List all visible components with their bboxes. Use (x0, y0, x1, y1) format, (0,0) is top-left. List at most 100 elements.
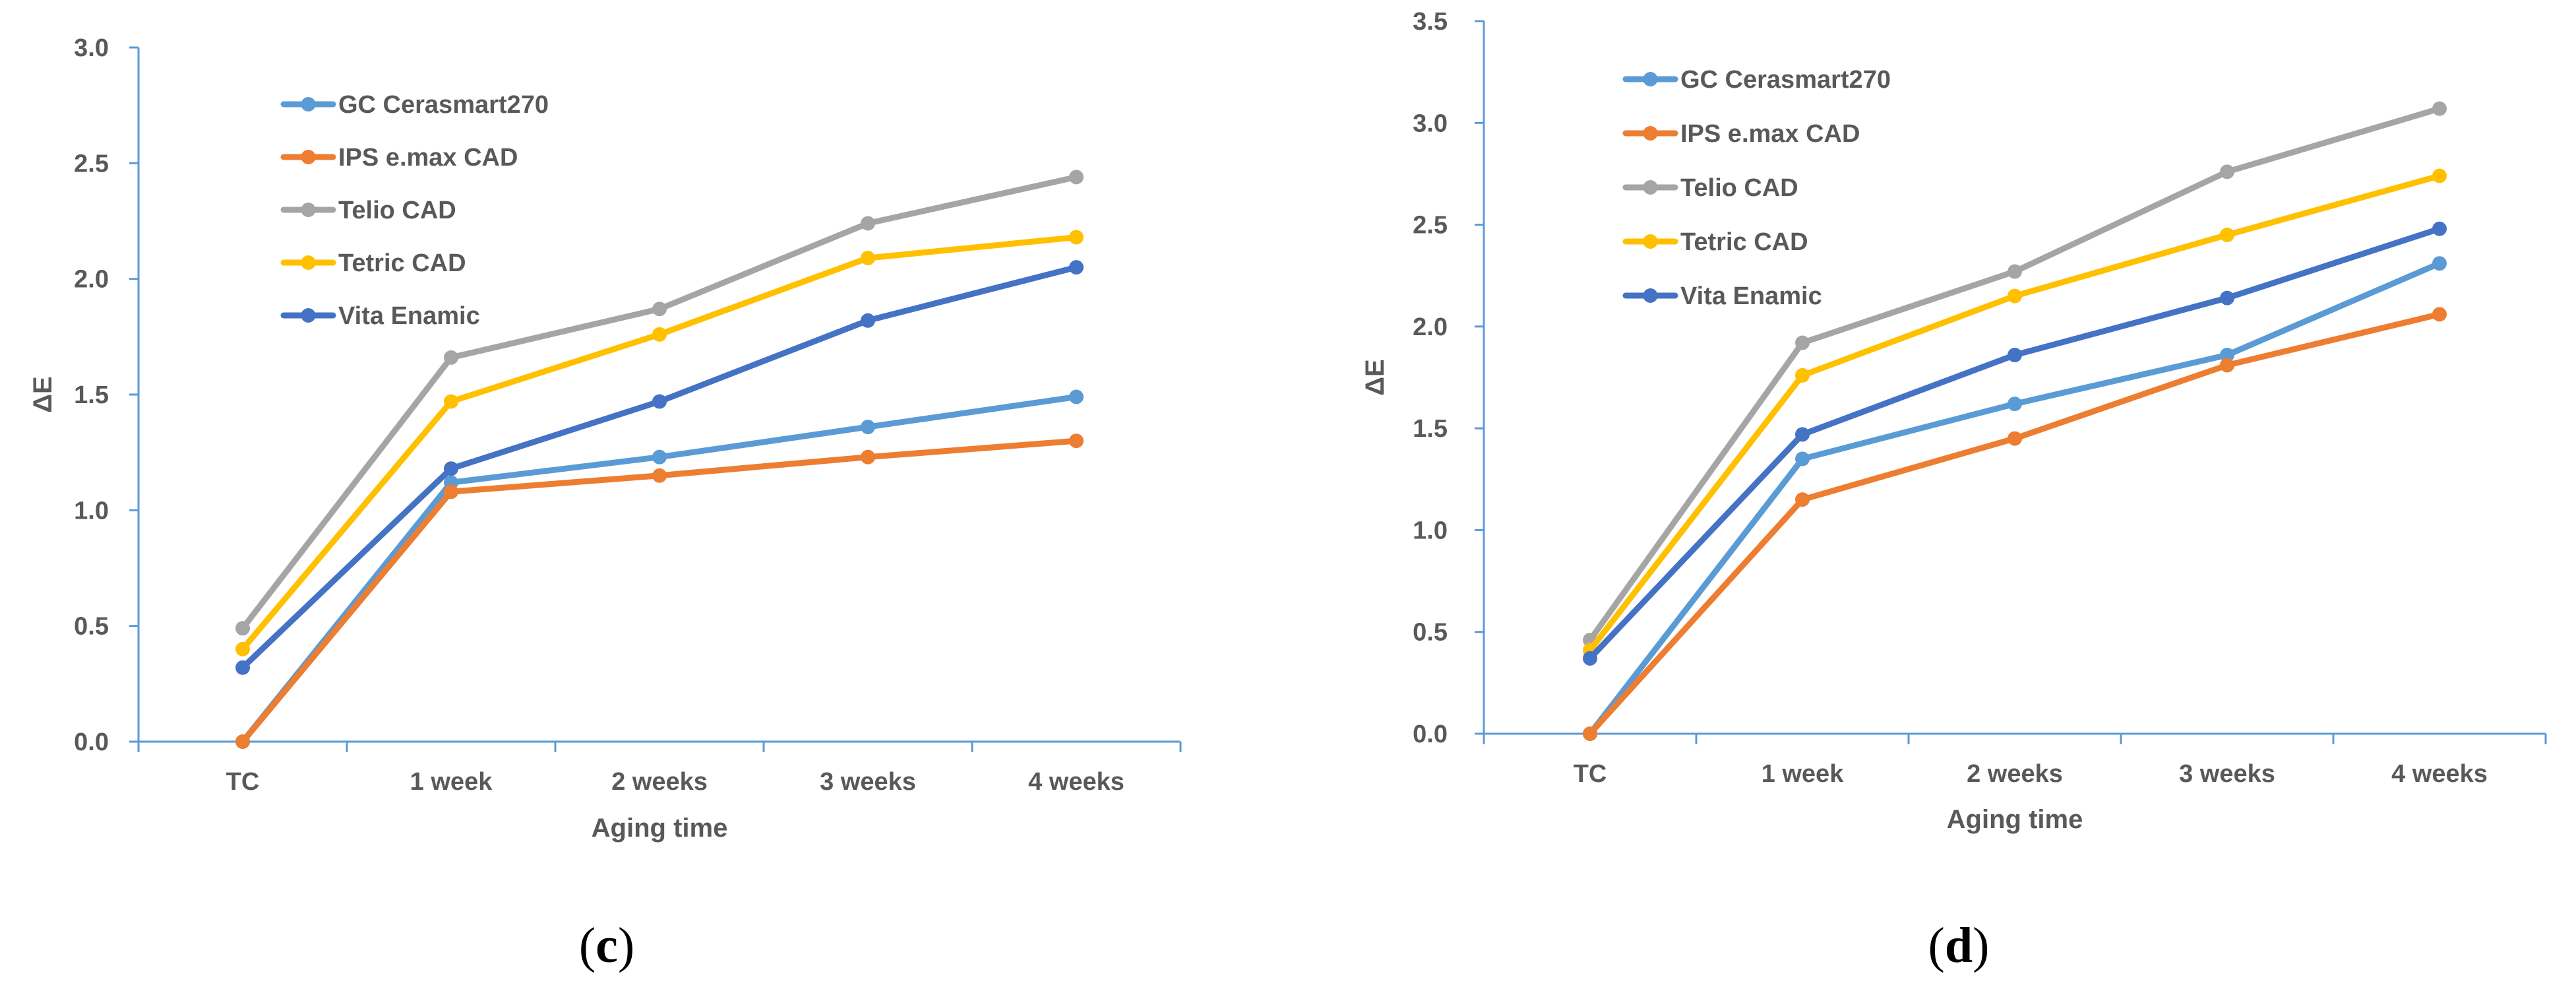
data-point (2432, 256, 2447, 271)
data-point (861, 420, 875, 435)
legend-swatch-marker (301, 150, 316, 164)
series-line (1587, 260, 2443, 737)
data-point (1069, 389, 1084, 404)
data-point (2432, 168, 2447, 183)
data-point (2220, 164, 2234, 179)
x-tick-label: TC (1574, 760, 1607, 788)
y-axis-title: ΔE (28, 376, 57, 412)
data-point (861, 449, 875, 465)
data-point (235, 621, 250, 636)
data-point (2220, 358, 2234, 373)
legend-swatch-marker (1643, 72, 1658, 86)
data-point (1069, 434, 1084, 449)
y-tick-label: 0.0 (74, 728, 109, 756)
legend-label: GC Cerasmart270 (338, 91, 549, 119)
legend-label: IPS e.max CAD (1680, 120, 1860, 148)
data-point (444, 484, 458, 499)
data-point (2220, 348, 2234, 363)
data-point (1795, 335, 1810, 350)
legend-swatch-marker (1643, 126, 1658, 141)
legend-label: Telio CAD (338, 197, 456, 224)
x-tick-label: 2 weeks (1967, 760, 2063, 788)
legend-label: GC Cerasmart270 (1680, 66, 1891, 94)
data-point (1795, 492, 1810, 507)
y-tick-label: 0.0 (1413, 721, 1448, 748)
data-point (1069, 170, 1084, 185)
legend-swatch-marker (1643, 180, 1658, 195)
y-tick-label: 0.5 (74, 613, 109, 641)
legend-swatch-marker (1643, 234, 1658, 249)
x-tick-label: 2 weeks (611, 768, 708, 796)
data-point (1795, 368, 1810, 383)
data-point (235, 660, 250, 675)
x-tick-label: 4 weeks (1028, 768, 1124, 796)
y-tick-label: 2.0 (1413, 313, 1448, 341)
data-point (1583, 726, 1597, 741)
y-axis-title: ΔE (1361, 359, 1390, 395)
legend-swatch-marker (301, 308, 316, 323)
chart-c: 0.0 0.5 1.0 1.5 2.0 2.5 3.0 TC 1 week 2 weeks 3 we… (28, 34, 1182, 973)
y-tick-label: 2.5 (1413, 212, 1448, 240)
legend-swatch-marker (301, 97, 316, 112)
data-point (652, 394, 667, 409)
data-point (2008, 288, 2022, 304)
y-tick-label: 1.5 (1413, 415, 1448, 443)
x-axis-title: Aging time (1947, 805, 2083, 834)
data-point (444, 461, 458, 476)
y-tick-label: 0.5 (1413, 619, 1448, 647)
data-point (2008, 397, 2022, 412)
y-tick-label: 3.0 (1413, 110, 1448, 137)
y-tick-label: 2.5 (74, 150, 109, 177)
y-tick-label: 1.0 (74, 497, 109, 525)
data-point (652, 449, 667, 465)
data-point (652, 302, 667, 317)
data-point (2008, 431, 2022, 446)
series-line (239, 437, 1080, 745)
data-point (861, 313, 875, 328)
data-point (235, 734, 250, 749)
data-point (861, 251, 875, 266)
x-tick-label: 3 weeks (820, 768, 916, 796)
data-point (2008, 264, 2022, 279)
x-tick-label: 1 week (410, 768, 493, 796)
data-point (1795, 427, 1810, 442)
legend-swatch-marker (1643, 288, 1658, 303)
data-point (2432, 221, 2447, 236)
data-point (652, 327, 667, 342)
legend-label: Tetric CAD (338, 249, 466, 277)
x-tick-label: 1 week (1762, 760, 1845, 788)
x-tick-label: 4 weeks (2391, 760, 2488, 788)
data-point (2432, 307, 2447, 322)
y-tick-label: 2.0 (74, 266, 109, 294)
data-point (652, 468, 667, 483)
chart-d: 0.0 0.5 1.0 1.5 2.0 2.5 3.0 3.5 TC 1 week 2 weeks 3… (1361, 8, 2547, 973)
legend-label: IPS e.max CAD (338, 144, 518, 172)
data-point (1069, 230, 1084, 245)
legend-label: Telio CAD (1680, 174, 1798, 202)
x-axis-title: Aging time (592, 814, 728, 843)
data-point (444, 350, 458, 365)
legend-label: Vita Enamic (1680, 282, 1822, 310)
data-point (2008, 348, 2022, 363)
data-point (2220, 290, 2234, 306)
data-point (235, 641, 250, 657)
data-point (861, 216, 875, 231)
legend-label: Vita Enamic (338, 302, 480, 330)
y-tick-label: 1.0 (1413, 517, 1448, 544)
legend-label: Tetric CAD (1680, 228, 1808, 256)
data-point (2220, 228, 2234, 242)
x-tick-label: TC (226, 768, 260, 796)
data-point (1069, 260, 1084, 275)
legend-swatch-marker (301, 255, 316, 270)
data-point (2432, 101, 2447, 116)
data-point (444, 394, 458, 409)
y-tick-label: 1.5 (74, 381, 109, 409)
panel-caption: (d) (1928, 918, 1990, 973)
panel-caption: (c) (579, 918, 634, 973)
data-point (1795, 451, 1810, 466)
y-tick-label: 3.0 (74, 34, 109, 62)
legend-swatch-marker (301, 203, 316, 217)
data-point (1583, 651, 1597, 666)
x-tick-label: 3 weeks (2179, 760, 2275, 788)
